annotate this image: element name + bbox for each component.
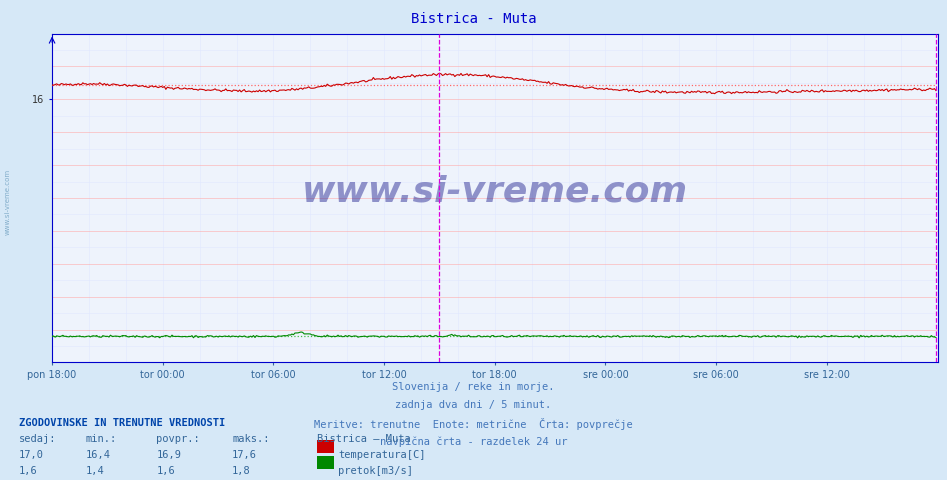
Text: navpična črta - razdelek 24 ur: navpična črta - razdelek 24 ur — [380, 436, 567, 447]
Text: pretok[m3/s]: pretok[m3/s] — [338, 466, 413, 476]
Text: 1,6: 1,6 — [19, 466, 38, 476]
Text: Slovenija / reke in morje.: Slovenija / reke in morje. — [392, 382, 555, 392]
Text: 16,9: 16,9 — [156, 450, 181, 460]
Text: povpr.:: povpr.: — [156, 434, 200, 444]
Text: 1,8: 1,8 — [232, 466, 251, 476]
Text: 17,6: 17,6 — [232, 450, 257, 460]
Text: zadnja dva dni / 5 minut.: zadnja dva dni / 5 minut. — [396, 400, 551, 410]
Text: 1,6: 1,6 — [156, 466, 175, 476]
Text: maks.:: maks.: — [232, 434, 270, 444]
Text: min.:: min.: — [85, 434, 116, 444]
Text: temperatura[C]: temperatura[C] — [338, 450, 425, 460]
Text: 1,4: 1,4 — [85, 466, 104, 476]
Text: www.si-vreme.com: www.si-vreme.com — [5, 168, 10, 235]
Text: 17,0: 17,0 — [19, 450, 44, 460]
Text: Bistrica - Muta: Bistrica - Muta — [411, 12, 536, 26]
Text: ZGODOVINSKE IN TRENUTNE VREDNOSTI: ZGODOVINSKE IN TRENUTNE VREDNOSTI — [19, 418, 225, 428]
Text: sedaj:: sedaj: — [19, 434, 57, 444]
Text: Bistrica – Muta: Bistrica – Muta — [317, 434, 411, 444]
Text: www.si-vreme.com: www.si-vreme.com — [302, 174, 688, 208]
Text: 16,4: 16,4 — [85, 450, 110, 460]
Text: Meritve: trenutne  Enote: metrične  Črta: povprečje: Meritve: trenutne Enote: metrične Črta: … — [314, 418, 633, 430]
